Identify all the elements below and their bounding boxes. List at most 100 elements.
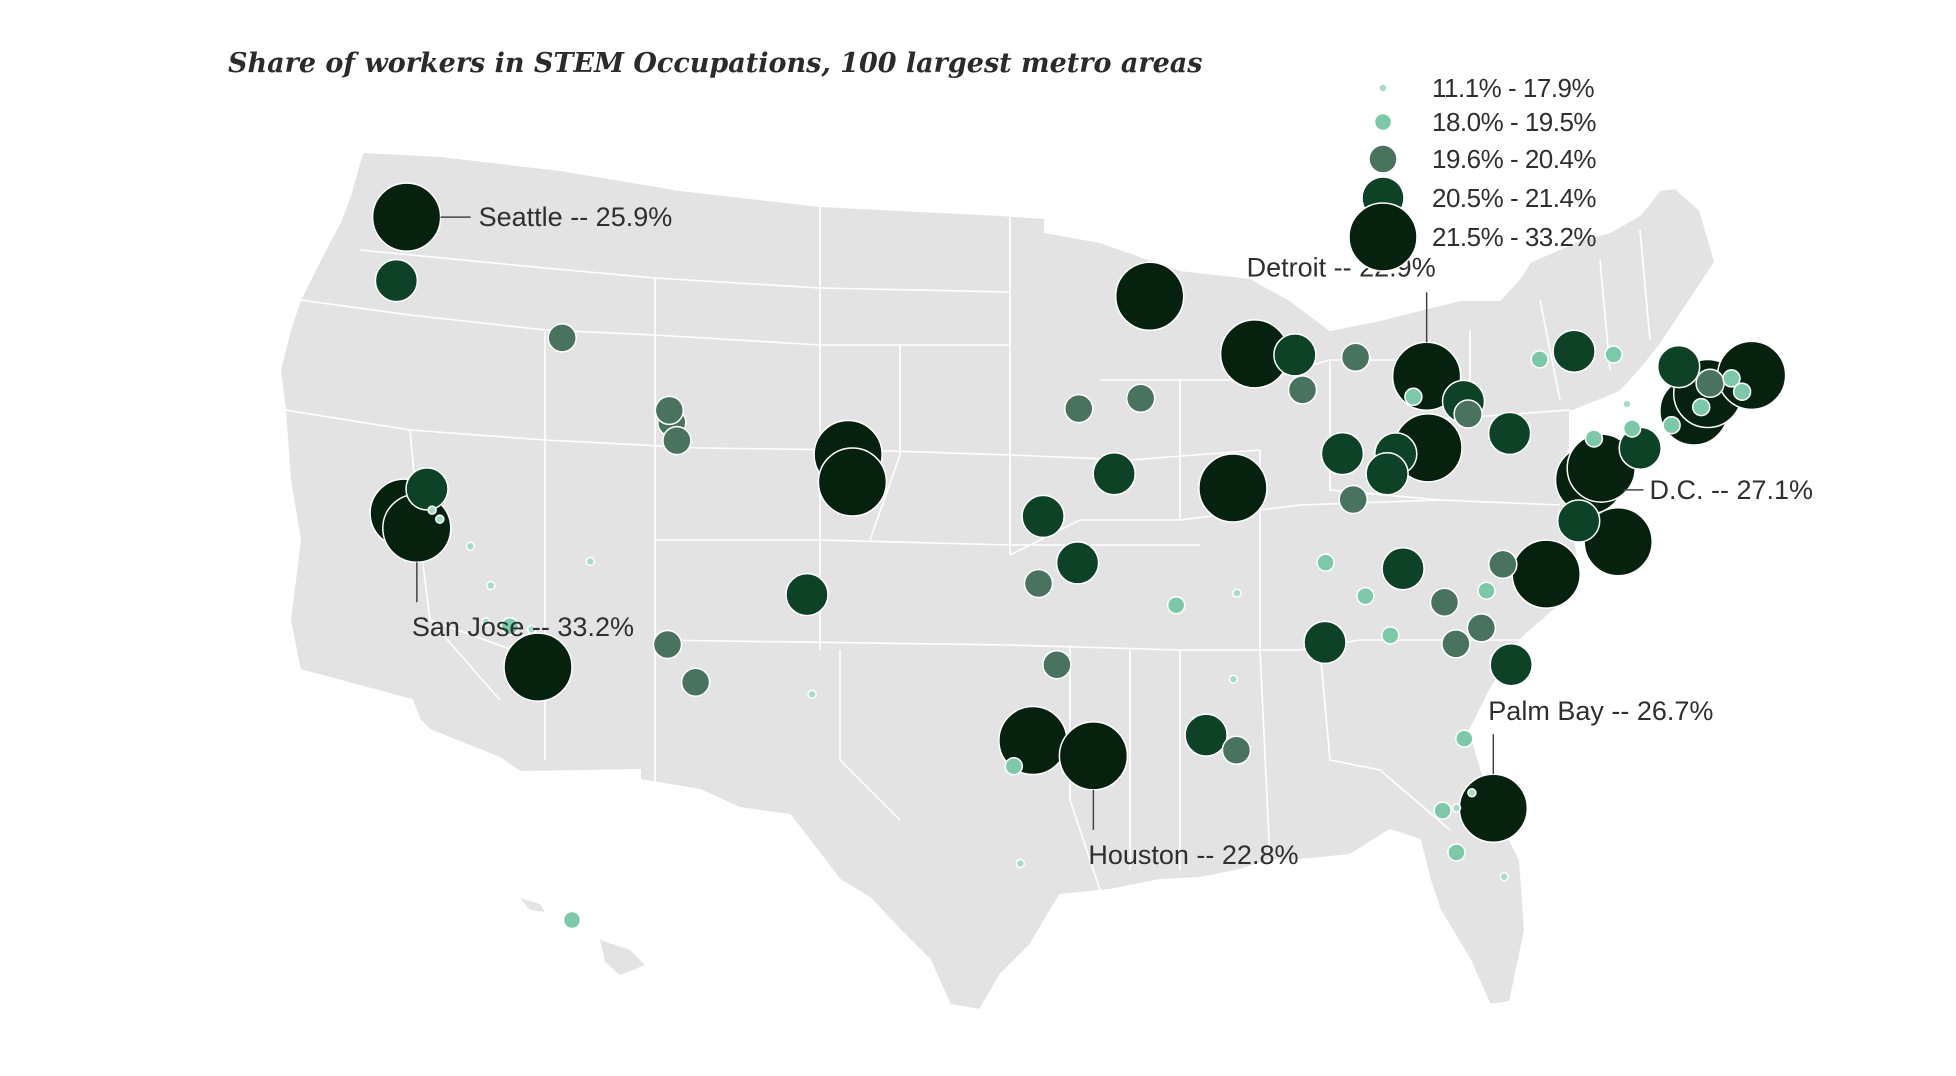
metro-marker-raleigh (1511, 539, 1581, 609)
metro-marker-syracuse (1604, 345, 1623, 364)
metro-marker-phoenix (652, 629, 683, 660)
metro-marker-provo (662, 425, 692, 456)
metro-marker-san-antonio (1004, 756, 1024, 776)
metro-marker-cape-coral (1447, 843, 1466, 862)
legend-swatch-0 (1378, 83, 1388, 93)
metro-marker-honolulu (562, 910, 582, 930)
legend-label-4: 21.5% - 33.2% (1432, 222, 1596, 252)
metro-marker-tampa (1433, 801, 1452, 820)
metro-marker-bakersfield (486, 580, 496, 591)
metro-marker-charleston (1489, 642, 1533, 687)
metro-marker-pittsburgh (1487, 411, 1532, 456)
metro-marker-riverside (526, 624, 537, 635)
metro-marker-jackson (1228, 674, 1239, 684)
metro-marker-milwaukee (1273, 333, 1317, 377)
metro-marker-orlando (1467, 788, 1477, 798)
metro-marker-harrisburg (1584, 429, 1604, 448)
metro-marker-minneapolis (1114, 261, 1185, 332)
metro-marker-winston-salem (1488, 549, 1518, 580)
metro-marker-indianapolis (1320, 431, 1365, 476)
metro-marker-grand-rapids (1340, 342, 1371, 373)
metro-marker-knoxville (1381, 546, 1425, 591)
metro-marker-charlotte (1477, 581, 1496, 600)
metro-marker-new-york (1662, 415, 1681, 435)
metro-marker-augusta (1441, 629, 1471, 659)
metro-marker-albuquerque (785, 572, 829, 617)
metro-marker-des-moines (1125, 383, 1156, 414)
callout-labels: Seattle -- 25.9%Detroit -- 22.9%D.C. -- … (412, 202, 1813, 870)
metro-marker-los-angeles (500, 617, 520, 636)
metro-markers (369, 182, 1787, 930)
metro-marker-albany (1656, 344, 1701, 389)
metro-marker-columbia (1466, 613, 1497, 643)
metro-marker-little-rock (1166, 595, 1186, 615)
metro-marker-las-vegas (585, 556, 596, 567)
metro-marker-tulsa (1055, 541, 1100, 585)
metro-marker-wichita (1021, 494, 1065, 539)
metro-marker-richmond (1556, 499, 1601, 543)
metro-marker-kansas-city (1092, 452, 1136, 496)
hawaii-shape (520, 898, 645, 975)
us-landmass (278, 150, 1717, 1012)
metro-marker-chattanooga (1356, 586, 1375, 606)
legend-label-1: 18.0% - 19.5% (1432, 107, 1596, 137)
metro-marker-baton-rouge (1184, 713, 1228, 757)
metro-marker-stockton (427, 505, 437, 515)
metro-marker-mcallen (1015, 858, 1026, 869)
metro-marker-modesto (435, 514, 445, 524)
metro-marker-dallas (1042, 649, 1072, 680)
continental-us-shape (278, 150, 1717, 1012)
metro-marker-memphis (1232, 588, 1242, 598)
legend-label-0: 11.1% - 17.9% (1432, 73, 1595, 103)
metro-marker-palm-bay (1458, 773, 1529, 843)
metro-marker-miami (1499, 871, 1509, 882)
metro-marker-colorado-springs (817, 447, 888, 517)
callout-d-c: D.C. -- 27.1% (1650, 475, 1814, 505)
metro-marker-lakeland (1451, 803, 1462, 813)
callout-houston: Houston -- 22.8% (1088, 840, 1298, 870)
metro-marker-nashville (1316, 553, 1335, 572)
metro-marker-akron (1453, 399, 1483, 429)
metro-marker-louisville (1338, 484, 1368, 515)
metro-marker-san-diego (503, 632, 573, 702)
metro-marker-birmingham (1303, 620, 1347, 665)
metro-marker-chicago (1287, 375, 1318, 405)
metro-marker-springfield (1695, 368, 1725, 398)
legend: 11.1% - 17.9% 18.0% - 19.5% 19.6% - 20.4% 2… (1348, 73, 1597, 272)
callout-san-jose: San Jose -- 33.2% (412, 612, 634, 642)
metro-marker-portland (374, 258, 419, 303)
legend-swatch-2 (1368, 144, 1398, 174)
metro-marker-cincinnati (1365, 452, 1409, 496)
metro-marker-omaha (1064, 393, 1094, 424)
callout-palm-bay: Palm Bay -- 26.7% (1488, 696, 1713, 726)
metro-marker-ogden (654, 395, 685, 426)
metro-marker-tucson (680, 667, 711, 697)
metro-marker-oxnard (480, 617, 491, 627)
metro-marker-worcester (1722, 369, 1741, 388)
metro-marker-sacramento (405, 467, 449, 511)
metro-marker-oklahoma-city (1023, 568, 1054, 599)
metro-marker-toledo (1404, 387, 1423, 407)
legend-swatch-4 (1348, 202, 1418, 272)
metro-marker-jacksonville (1455, 729, 1474, 748)
metro-marker-houston (1058, 721, 1129, 791)
metro-marker-providence (1732, 382, 1752, 401)
legend-label-2: 19.6% - 20.4% (1432, 144, 1596, 174)
map-title: Share of workers in STEM Occupations, 10… (228, 48, 1203, 79)
metro-marker-scranton (1622, 399, 1632, 409)
metro-marker-atlanta (1381, 626, 1400, 645)
metro-marker-st-louis (1198, 453, 1268, 523)
callout-seattle: Seattle -- 25.9% (479, 202, 673, 232)
metro-marker-greenville (1429, 587, 1460, 617)
metro-marker-rochester (1552, 329, 1596, 373)
metro-marker-el-paso (807, 689, 817, 700)
metro-marker-new-orleans (1221, 735, 1252, 765)
metro-marker-new-haven (1691, 397, 1711, 417)
metro-marker-allentown (1622, 419, 1642, 438)
legend-label-3: 20.5% - 21.4% (1432, 183, 1596, 213)
metro-marker-fresno (465, 541, 476, 552)
metro-marker-buffalo (1530, 350, 1549, 369)
metro-marker-boise (547, 323, 577, 353)
